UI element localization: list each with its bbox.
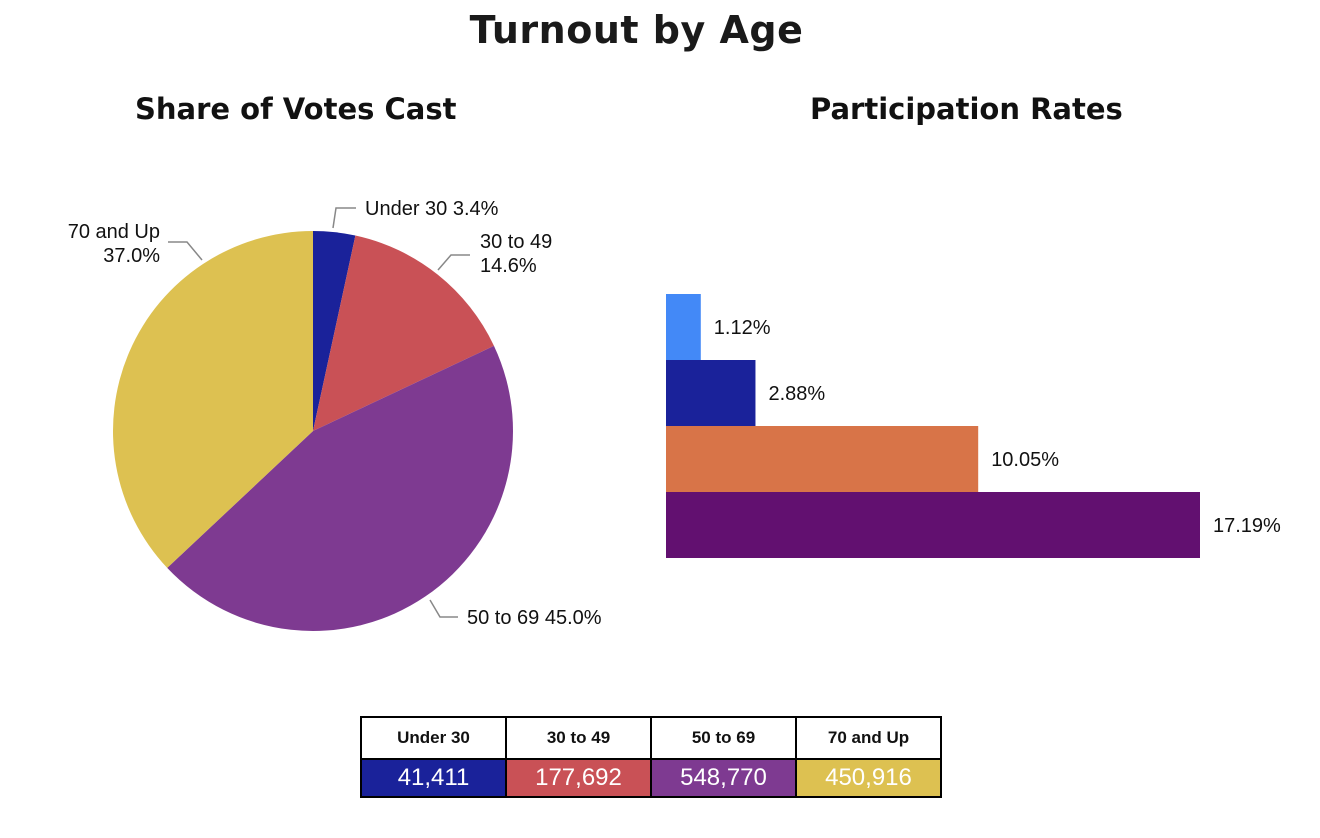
pie-leader-line	[437, 254, 470, 271]
table-header-cell: 70 and Up	[795, 716, 942, 760]
pie-slice	[112, 231, 314, 568]
pie-slice-label: 30 to 49 14.6%	[480, 231, 552, 277]
main-title: Turnout by Age	[469, 8, 804, 52]
table-header-cell: 50 to 69	[650, 716, 797, 760]
pie-slice-label: 50 to 69 45.0%	[467, 607, 602, 629]
bar-value-label: 1.12%	[714, 317, 771, 339]
bar	[666, 294, 701, 360]
pie-chart-title: Share of Votes Cast	[135, 92, 457, 126]
table-value-cell: 177,692	[505, 758, 652, 798]
table-row: 41,411 177,692 548,770 450,916	[360, 758, 942, 798]
bar	[666, 426, 979, 492]
bar	[666, 360, 756, 426]
pie-leader-line	[332, 207, 356, 229]
pie-slice-label: Under 30 3.4%	[365, 198, 499, 220]
vote-totals-table: Under 30 30 to 49 50 to 69 70 and Up 41,…	[360, 716, 942, 798]
charts-canvas: Under 30 3.4% 30 to 49 14.6% 50 to 69 45.0%…	[68, 198, 1281, 632]
pie-slice-label: 70 and Up 37.0%	[68, 221, 161, 267]
table-value-cell: 548,770	[650, 758, 797, 798]
pie-slice	[313, 235, 494, 431]
bar-value-label: 2.88%	[768, 383, 825, 405]
table-header-row: Under 30 30 to 49 50 to 69 70 and Up	[360, 716, 942, 760]
table-value-cell: 450,916	[795, 758, 942, 798]
pie-slice	[167, 345, 513, 632]
table-value-cell: 41,411	[360, 758, 507, 798]
pie-leader-line	[168, 241, 203, 261]
pie-chart: Under 30 3.4% 30 to 49 14.6% 50 to 69 45.0%…	[68, 198, 602, 632]
bar-value-label: 10.05%	[991, 449, 1059, 471]
pie-slice	[313, 231, 356, 431]
pie-leader-line	[429, 599, 458, 618]
bar-chart: 1.12% 2.88% 10.05% 17.19%	[666, 294, 1281, 558]
bar-value-label: 17.19%	[1213, 515, 1281, 537]
table-header-cell: 30 to 49	[505, 716, 652, 760]
bar	[666, 492, 1200, 558]
table-header-cell: Under 30	[360, 716, 507, 760]
bar-chart-title: Participation Rates	[810, 92, 1123, 126]
